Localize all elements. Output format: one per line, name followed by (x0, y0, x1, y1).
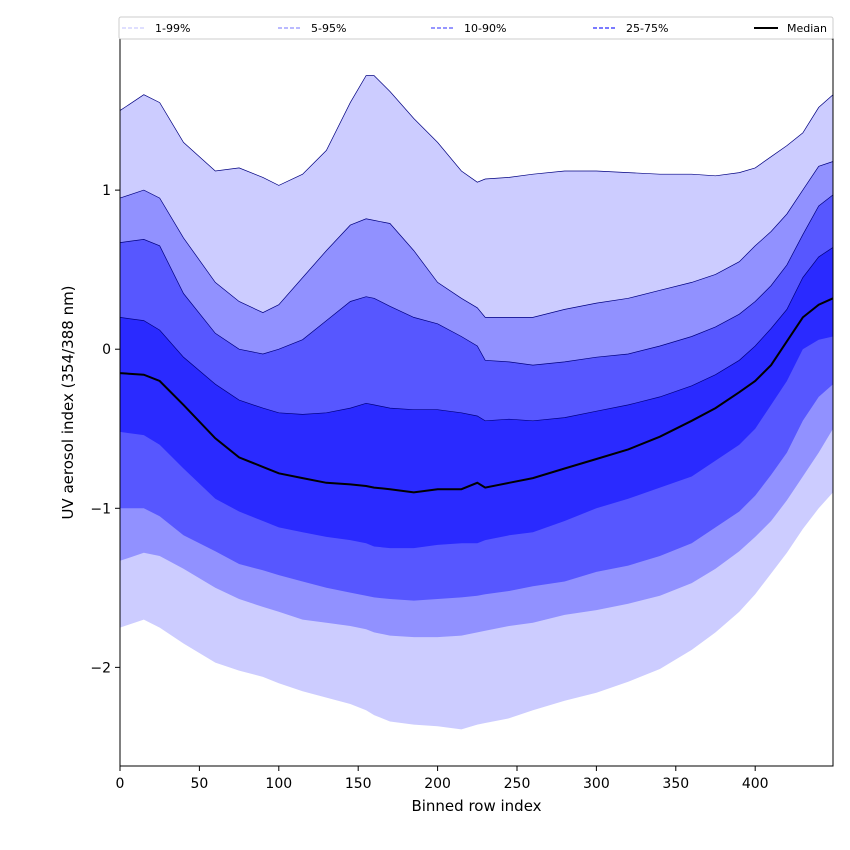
band-edge-1-99pct (119, 75, 834, 186)
y-tick-label: 0 (102, 342, 111, 358)
x-tick-label: 100 (265, 776, 292, 792)
x-tick-label: 50 (190, 776, 208, 792)
band-layer (119, 75, 834, 730)
median-layer (119, 297, 834, 494)
y-axis: −2 −1 0 1 (90, 183, 120, 676)
legend-label: Median (787, 22, 827, 35)
x-tick-label: 250 (504, 776, 531, 792)
x-tick-label: 300 (583, 776, 610, 792)
legend-label: 5-95% (311, 22, 346, 35)
y-axis-label: UV aerosol index (354/388 nm) (59, 285, 77, 519)
x-tick-label: 200 (424, 776, 451, 792)
legend-label: 1-99% (155, 22, 190, 35)
band-25-75pct (120, 247, 833, 549)
legend-box (118, 16, 834, 40)
x-axis-label: Binned row index (411, 797, 541, 815)
band-edge-10-90pct (119, 194, 834, 366)
x-axis: 0 50 100 150 200 250 300 350 400 (116, 766, 769, 792)
median-line (119, 297, 834, 494)
band-edge-5-95pct (119, 161, 834, 318)
band-edge-25-75pct (119, 247, 834, 422)
y-tick-label: −1 (90, 501, 111, 517)
y-tick-label: −2 (90, 660, 111, 676)
x-tick-label: 400 (742, 776, 769, 792)
x-tick-label: 0 (116, 776, 125, 792)
x-tick-label: 150 (345, 776, 372, 792)
legend-label: 25-75% (626, 22, 668, 35)
x-tick-label: 350 (662, 776, 689, 792)
legend-label: 10-90% (464, 22, 506, 35)
legend: 1-99% 5-95% 10-90% 25-75% Median (118, 16, 834, 40)
y-tick-label: 1 (102, 183, 111, 199)
